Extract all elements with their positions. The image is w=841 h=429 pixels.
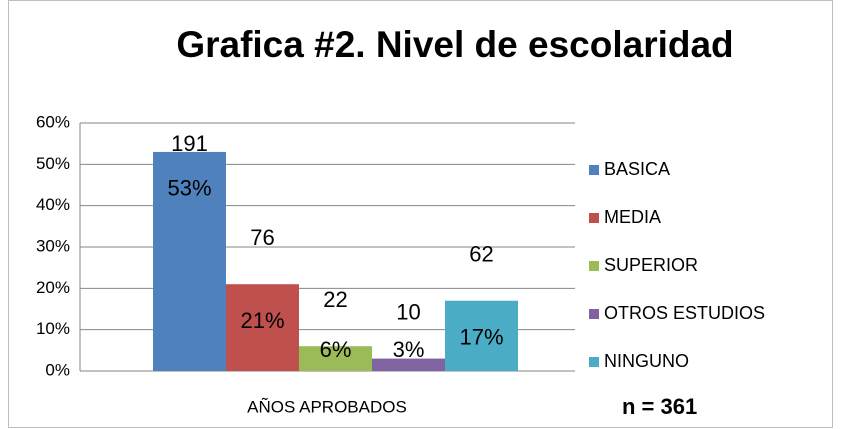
chart-border [8, 0, 833, 428]
value-label: 17% [459, 325, 503, 350]
count-label: 10 [396, 299, 420, 324]
bar [372, 358, 445, 371]
legend-swatch [589, 213, 599, 223]
legend-swatch [589, 309, 599, 319]
y-tick-label: 40% [36, 195, 70, 214]
legend-label: OTROS ESTUDIOS [604, 303, 765, 323]
chart-title: Grafica #2. Nivel de escolaridad [176, 24, 733, 65]
legend-label: SUPERIOR [604, 255, 698, 275]
y-tick-label: 60% [36, 112, 70, 131]
y-tick-label: 0% [45, 360, 70, 379]
y-tick-label: 20% [36, 278, 70, 297]
bar [226, 284, 299, 371]
value-label: 53% [167, 176, 211, 201]
y-tick-label: 50% [36, 154, 70, 173]
count-label: 191 [171, 131, 208, 156]
legend-label: MEDIA [604, 207, 661, 227]
annotation: n = 361 [622, 394, 697, 419]
value-label: 3% [393, 337, 425, 362]
count-label: 62 [469, 242, 493, 267]
bar [299, 346, 372, 371]
value-label: 6% [320, 337, 352, 362]
legend-swatch [589, 165, 599, 175]
legend-swatch [589, 357, 599, 367]
bar [445, 300, 518, 371]
y-tick-label: 10% [36, 319, 70, 338]
legend-swatch [589, 261, 599, 271]
y-tick-label: 30% [36, 236, 70, 255]
legend-label: NINGUNO [604, 351, 689, 371]
count-label: 76 [250, 225, 274, 250]
value-label: 21% [240, 308, 284, 333]
legend-label: BASICA [604, 159, 670, 179]
bar [153, 151, 226, 371]
count-label: 22 [323, 287, 347, 312]
x-tick-label: AÑOS APROBADOS [247, 397, 407, 416]
